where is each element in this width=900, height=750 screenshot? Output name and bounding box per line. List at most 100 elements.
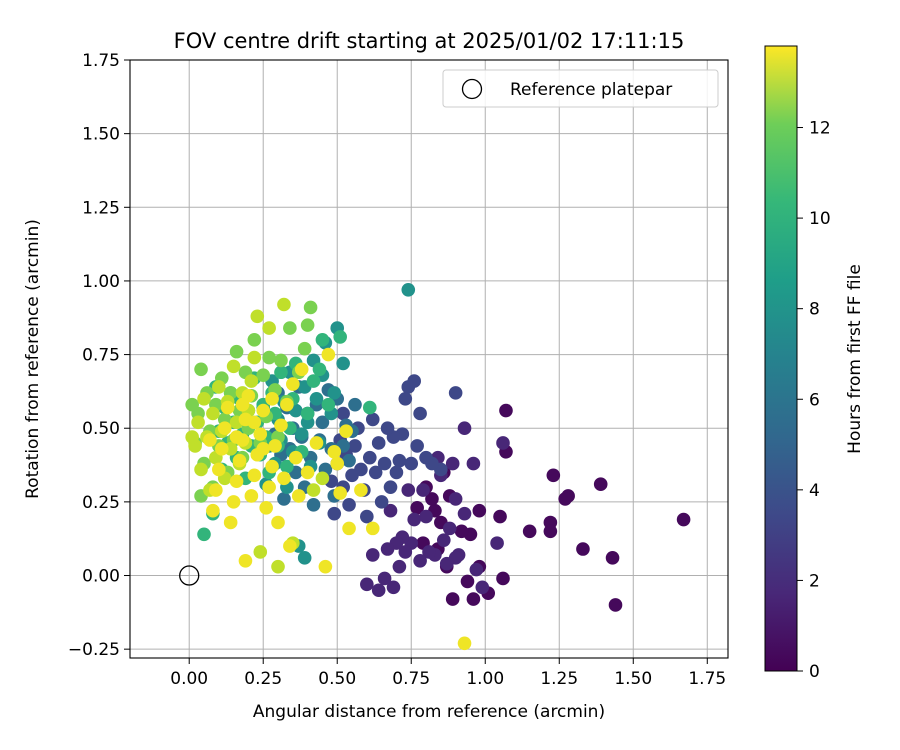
data-point [419,450,433,465]
y-tick-label: 1.75 [82,51,120,71]
data-point [315,333,330,347]
data-point [383,480,398,494]
y-axis-label: Rotation from reference (arcmin) [23,219,43,499]
data-point [303,300,318,315]
data-point [354,483,368,497]
colorbar-tick-label: 4 [809,481,820,501]
data-point [247,333,262,347]
data-point [543,524,558,539]
colorbar-ticks: 0 2 4 6 8 10 12 [797,119,831,682]
data-point [197,527,211,542]
data-point [253,427,268,441]
data-point [365,548,380,562]
data-point [413,553,427,568]
data-point [445,592,460,606]
x-tick-label: 0.00 [170,669,208,689]
data-point [209,483,223,497]
data-point [309,436,324,450]
data-point [439,556,454,571]
x-tick-label: 0.25 [244,669,282,689]
data-point [300,465,315,480]
data-point [466,592,481,606]
data-point [342,453,356,468]
data-point [217,421,232,436]
data-point [605,551,620,565]
data-point [362,450,377,465]
data-point [226,495,241,509]
data-point [377,571,392,586]
data-point [469,562,484,577]
data-point [401,483,416,497]
y-tick-label: 1.50 [82,125,120,145]
data-point [191,415,205,430]
data-point [398,545,413,559]
data-point [247,468,262,483]
data-point [291,489,306,503]
x-axis-label: Angular distance from reference (arcmin) [253,702,605,722]
y-tick-label: 1.25 [82,198,120,218]
data-point [457,421,472,436]
data-point [300,318,315,332]
data-point [206,406,220,421]
data-point [268,439,282,453]
data-point [262,321,276,335]
y-tick-label: 0.75 [82,346,120,366]
data-point [499,403,513,418]
data-point [410,439,424,453]
data-point [401,380,416,394]
data-point [235,397,250,412]
data-point [220,400,235,415]
data-point [336,406,350,421]
data-point [271,515,285,530]
data-point [460,574,475,589]
data-point [214,442,229,456]
data-point [442,521,457,536]
data-point [229,474,244,489]
data-point [454,524,469,539]
data-point [265,459,279,474]
y-axis-ticks: −0.25 0.00 0.25 0.50 0.75 1.00 1.25 1.50 1.75 [68,51,130,660]
data-point [286,377,300,391]
y-tick-label: 0.50 [82,419,120,439]
data-point [327,386,342,400]
data-point [389,465,404,480]
data-point [546,468,561,483]
data-point [342,521,356,536]
data-point [496,571,510,586]
data-point [259,500,273,515]
colorbar-tick-label: 0 [809,662,820,682]
data-point [306,498,321,512]
data-point [253,545,268,559]
data-point [348,439,362,453]
data-point [327,506,342,521]
x-tick-label: 1.00 [466,669,504,689]
data-point [345,468,359,483]
data-point [576,542,590,556]
data-point [212,380,226,394]
data-point [297,551,312,565]
data-point [327,444,342,459]
data-point [283,321,297,335]
data-point [419,509,433,524]
data-point [321,347,336,362]
data-point [475,580,490,595]
data-point [371,436,386,450]
data-point [383,503,398,518]
data-point [318,559,333,574]
data-point [472,503,487,518]
data-point [238,553,253,568]
legend-label: Reference platepar [510,80,672,100]
y-tick-label: 0.00 [82,567,120,587]
data-points [185,282,691,651]
data-point [608,598,623,612]
data-point [457,506,472,521]
data-point [333,486,347,500]
data-point [336,356,350,371]
data-point [593,477,608,491]
data-point [413,406,427,421]
data-point [271,559,285,574]
data-point [256,442,271,456]
data-point [197,391,211,406]
data-point [416,483,430,497]
